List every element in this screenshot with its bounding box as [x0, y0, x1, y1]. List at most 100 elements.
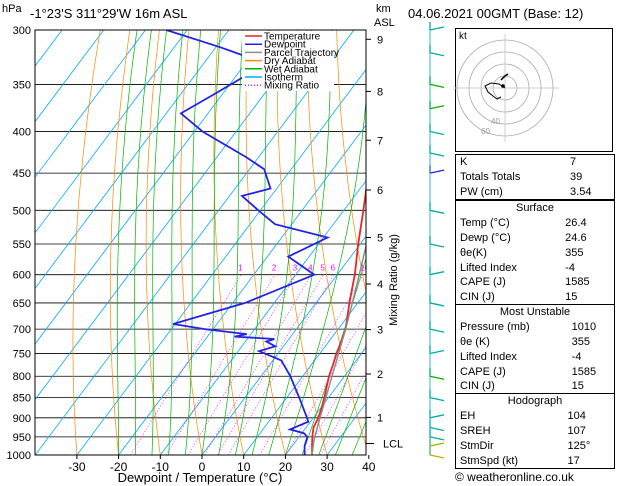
temp-tick-label: 30: [320, 460, 334, 474]
surface-row-value: -4: [565, 261, 575, 274]
hodo-trace: [484, 82, 506, 100]
isotherm: [35, 30, 188, 234]
km-tick-label: 6: [377, 185, 383, 197]
km-tick-label: 9: [377, 34, 383, 46]
wind-barb: [429, 52, 445, 57]
legend-label: Temperature: [264, 32, 321, 43]
wet-adiabat: [268, 30, 332, 455]
hodo-row-value: 104: [567, 410, 586, 423]
pressure-tick-label: 300: [13, 25, 31, 37]
wind-barb: [429, 130, 445, 136]
wet-adiabat: [168, 30, 184, 455]
wind-barb: [429, 454, 445, 459]
hodo-row-label: SREH: [460, 424, 491, 437]
isotherm: [159, 180, 366, 455]
legend-label: Wet Adiabat: [264, 64, 318, 75]
surface-row-label: θe(K): [460, 246, 487, 259]
wind-barb: [429, 302, 445, 307]
wind-barb: [429, 436, 445, 441]
chart-axes: 3003504004505005506006507007508008509009…: [2, 3, 403, 485]
dry-adiabat: [336, 30, 366, 294]
pressure-tick-label: 600: [13, 270, 31, 282]
wet-adiabat: [335, 376, 366, 455]
pressure-tick-label: 450: [13, 168, 31, 180]
chart-series: [166, 30, 366, 455]
tt-label: Totals Totals: [460, 171, 521, 184]
mu-row-label: CAPE (J): [460, 365, 506, 378]
mixing-ratio-line: [259, 274, 364, 455]
mixing-ratio-label: 4: [308, 264, 313, 273]
mixing-ratio-label: 1: [238, 264, 243, 273]
mu-row-label: θe (K): [460, 335, 490, 348]
wet-adiabat: [151, 30, 167, 455]
km-tick-label: 5: [377, 232, 383, 244]
pressure-tick-label: 500: [13, 205, 31, 217]
wet-adiabat: [318, 325, 366, 455]
dry-adiabat: [213, 30, 245, 455]
mixing-ratio-label: 25: [417, 264, 426, 273]
surface-row-value: 355: [565, 246, 584, 259]
mixing-ratio-label: 10: [360, 264, 369, 273]
k-label: K: [460, 156, 468, 169]
series-dewpoint: [166, 30, 331, 455]
surface-row-value: 15: [565, 291, 578, 304]
wind-barb: [429, 169, 445, 174]
mixing-ratio-label: 2: [272, 264, 277, 273]
asl-unit: ASL: [374, 17, 395, 29]
pw-value: 3.54: [570, 185, 592, 198]
mixing-ratio-line: [217, 274, 324, 455]
pressure-tick-label: 350: [13, 79, 31, 91]
k-value: 7: [570, 156, 577, 169]
pressure-tick-label: 650: [13, 298, 31, 310]
temp-tick-label: 10: [237, 460, 251, 474]
wind-barb: [429, 349, 445, 355]
surface-row-value: 1585: [565, 276, 590, 289]
wind-barb: [429, 442, 445, 447]
series-temperature: [311, 184, 366, 455]
isotherm: [35, 30, 230, 290]
wind-barb: [429, 105, 445, 110]
mixing-ratio-label: 20: [403, 264, 412, 273]
dry-adiabat: [145, 30, 161, 455]
mu-row-value: 1585: [571, 365, 597, 378]
km-tick-label: 2: [377, 369, 383, 381]
dry-adiabat: [245, 30, 286, 455]
wind-barb: [429, 328, 445, 333]
hodo-row-value: 17: [567, 454, 580, 467]
pressure-tick-label: 400: [13, 127, 31, 139]
km-tick-label: 4: [377, 279, 383, 291]
datetime-title: 04.06.2021 00GMT (Base: 12): [408, 6, 584, 21]
km-tick-label: 3: [377, 325, 383, 337]
hodo-ring-label: 60: [481, 127, 490, 136]
dry-adiabat: [180, 30, 203, 455]
surface-row-label: Temp (°C): [460, 217, 510, 230]
mixing-ratio-axis-label: Mixing Ratio (g/kg): [388, 234, 400, 326]
mu-row-value: 15: [571, 380, 584, 393]
pressure-tick-label: 800: [13, 371, 31, 383]
lcl-label: LCL: [383, 439, 403, 451]
mixing-ratio-label: 6: [331, 264, 336, 273]
km-tick-label: 1: [377, 412, 383, 424]
wet-adiabat: [184, 30, 202, 455]
isotherm: [201, 235, 366, 455]
km-unit: km: [376, 3, 391, 15]
temp-tick-label: -10: [152, 460, 170, 474]
series-parcel-trajectory: [311, 242, 366, 455]
mixing-ratio-label: 5: [320, 264, 325, 273]
x-axis-label: Dewpoint / Temperature (°C): [118, 470, 283, 485]
mixing-ratio-label: 3: [293, 264, 298, 273]
most-unstable-title: Most Unstable: [499, 306, 571, 319]
wind-barbs: [429, 22, 445, 459]
surface-row-label: CIN (J): [460, 291, 495, 304]
most-unstable-box: Most Unstable Pressure (mb) 1010 θe (K) 355…: [455, 304, 615, 395]
credit: © weatheronline.co.uk: [455, 470, 574, 484]
pressure-unit: hPa: [2, 3, 22, 15]
wet-adiabat: [251, 30, 298, 455]
surface-row-value: 24.6: [565, 231, 587, 244]
wind-barb: [429, 243, 445, 248]
legend-label: Mixing Ratio: [264, 81, 319, 92]
isotherm: [35, 30, 63, 67]
isotherm: [285, 346, 366, 455]
pw-label: PW (cm): [460, 185, 503, 198]
